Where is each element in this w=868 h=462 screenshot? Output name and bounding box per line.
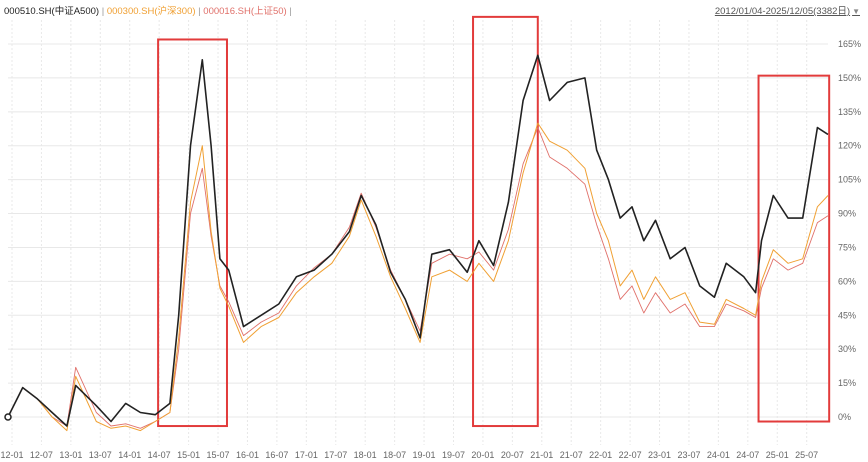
x-tick-label: 12-01 bbox=[0, 450, 23, 460]
highlight-boxes bbox=[157, 15, 831, 428]
y-tick-label: 15% bbox=[838, 378, 856, 388]
x-tick-label: 20-01 bbox=[471, 450, 494, 460]
x-tick-label: 14-01 bbox=[118, 450, 141, 460]
highlight-box bbox=[757, 74, 831, 423]
legend-separator: | bbox=[101, 6, 105, 17]
x-tick-label: 17-07 bbox=[324, 450, 347, 460]
date-range-selector[interactable]: 2012/01/04-2025/12/05(3382日) ▼ bbox=[715, 3, 860, 17]
series-line-a500 bbox=[7, 54, 829, 427]
x-tick-label: 14-07 bbox=[148, 450, 171, 460]
x-tick-label: 24-01 bbox=[707, 450, 730, 460]
y-tick-label: 0% bbox=[838, 412, 851, 422]
x-tick-label: 24-07 bbox=[736, 450, 759, 460]
legend-item-sz50[interactable]: 000016.SH(上证50) bbox=[203, 6, 287, 17]
y-tick-label: 90% bbox=[838, 209, 856, 219]
legend-item-a500[interactable]: 000510.SH(中证A500) bbox=[4, 6, 100, 17]
x-tick-labels: 12-01 12-07 13-01 13-07 14-01 14-07 15-01 15-07… bbox=[0, 450, 818, 460]
legend-separator: | bbox=[289, 6, 292, 17]
x-tick-label: 22-07 bbox=[619, 450, 642, 460]
x-tick-label: 19-01 bbox=[413, 450, 436, 460]
x-tick-label: 19-07 bbox=[442, 450, 465, 460]
y-tick-label: 105% bbox=[838, 175, 861, 185]
start-marker bbox=[4, 413, 12, 421]
y-tick-label: 45% bbox=[838, 310, 856, 320]
x-tick-label: 20-07 bbox=[501, 450, 524, 460]
y-tick-labels: 0% 15% 30% 45% 60% 75% 90% 105% 120% 135% 150% 165% bbox=[838, 39, 861, 422]
x-tick-label: 17-01 bbox=[295, 450, 318, 460]
x-tick-label: 12-07 bbox=[30, 450, 53, 460]
x-tick-label: 21-01 bbox=[530, 450, 553, 460]
start-point-marker bbox=[4, 413, 12, 421]
x-tick-label: 16-07 bbox=[265, 450, 288, 460]
y-tick-label: 150% bbox=[838, 73, 861, 83]
series-line-hs300 bbox=[7, 122, 829, 432]
gridlines bbox=[8, 20, 828, 445]
y-tick-label: 165% bbox=[838, 39, 861, 49]
x-tick-label: 13-01 bbox=[59, 450, 82, 460]
x-tick-label: 23-07 bbox=[677, 450, 700, 460]
x-tick-label: 15-01 bbox=[177, 450, 200, 460]
highlight-box bbox=[472, 15, 539, 428]
y-tick-label: 120% bbox=[838, 141, 861, 151]
y-tick-label: 135% bbox=[838, 107, 861, 117]
y-tick-label: 60% bbox=[838, 276, 856, 286]
x-tick-label: 16-01 bbox=[236, 450, 259, 460]
y-tick-label: 75% bbox=[838, 242, 856, 252]
x-tick-label: 22-01 bbox=[589, 450, 612, 460]
x-tick-label: 25-01 bbox=[766, 450, 789, 460]
x-tick-label: 21-07 bbox=[560, 450, 583, 460]
chevron-down-icon: ▼ bbox=[852, 7, 860, 16]
y-tick-label: 30% bbox=[838, 344, 856, 354]
x-tick-label: 13-07 bbox=[89, 450, 112, 460]
x-tick-label: 25-07 bbox=[795, 450, 818, 460]
legend-separator: | bbox=[198, 6, 201, 17]
x-tick-label: 15-07 bbox=[207, 450, 230, 460]
legend: 000510.SH(中证A500) | 000300.SH(沪深300) | 0… bbox=[4, 3, 292, 17]
highlight-box bbox=[157, 38, 228, 428]
x-tick-label: 18-01 bbox=[354, 450, 377, 460]
series-lines bbox=[7, 54, 829, 432]
date-range-text: 2012/01/04-2025/12/05(3382日) bbox=[714, 6, 851, 17]
x-tick-label: 23-01 bbox=[648, 450, 671, 460]
legend-item-hs300[interactable]: 000300.SH(沪深300) bbox=[106, 6, 196, 17]
x-tick-label: 18-07 bbox=[383, 450, 406, 460]
